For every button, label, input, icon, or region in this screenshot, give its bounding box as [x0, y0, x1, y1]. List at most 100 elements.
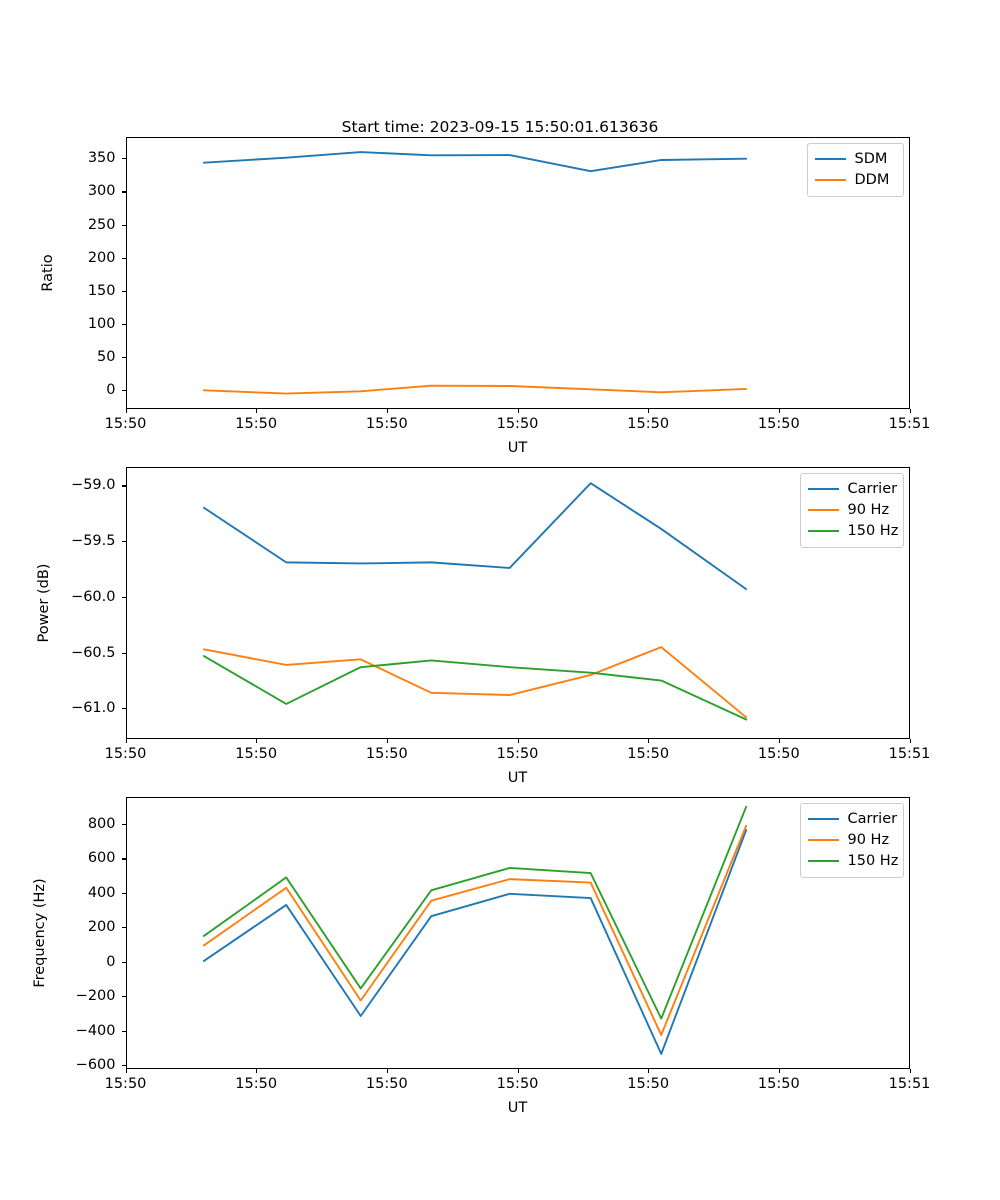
frequency-panel-ytick-mark — [121, 1065, 126, 1067]
power-panel-xtick-mark — [256, 738, 258, 743]
frequency-panel-xtick-label: 15:50 — [627, 1075, 670, 1092]
power-panel-legend[interactable]: Carrier 90 Hz 150 Hz — [799, 472, 904, 548]
ratio-panel-ytick-mark — [121, 224, 126, 226]
frequency-panel-ytick-mark — [121, 996, 126, 998]
legend-item-ddm[interactable]: DDM — [814, 170, 896, 191]
ratio-panel-frame — [125, 136, 910, 409]
power-panel-series-carrier — [202, 482, 748, 591]
ratio-panel-xtick-mark — [909, 408, 911, 413]
legend-label: DDM — [854, 172, 890, 188]
power-panel-xtick-label: 15:50 — [496, 745, 539, 762]
frequency-panel-xtick-mark — [125, 1068, 127, 1073]
power-panel-xtick-label: 15:51 — [888, 745, 931, 762]
ratio-panel-ytick-label: 100 — [87, 315, 116, 332]
frequency-panel-xtick-mark — [256, 1068, 258, 1073]
power-panel-xtick-label: 15:50 — [104, 745, 147, 762]
ratio-panel-xtick-mark — [517, 408, 519, 413]
legend-swatch-icon — [807, 860, 839, 862]
ratio-panel-ytick-mark — [121, 323, 126, 325]
power-panel-series-150-hz — [202, 655, 748, 721]
frequency-panel-legend[interactable]: Carrier 90 Hz 150 Hz — [799, 802, 904, 878]
ratio-panel-xtick-label: 15:50 — [365, 415, 408, 432]
ratio-panel-ytick-mark — [121, 191, 126, 193]
figure-title: Start time: 2023-09-15 15:50:01.613636 — [341, 118, 659, 136]
ratio-panel-ytick-mark — [121, 158, 126, 160]
frequency-panel-series-150-hz — [202, 805, 748, 1020]
ratio-panel-xtick-mark — [648, 408, 650, 413]
legend-label: 90 Hz — [847, 502, 890, 518]
frequency-panel-xtick-mark — [517, 1068, 519, 1073]
frequency-panel-ytick-mark — [121, 824, 126, 826]
legend-item-90-hz[interactable]: 90 Hz — [807, 500, 896, 521]
frequency-panel-ytick-label: 400 — [87, 884, 116, 901]
legend-label: SDM — [854, 151, 888, 167]
ratio-panel-ytick-label: 250 — [87, 216, 116, 233]
power-panel-xtick-mark — [648, 738, 650, 743]
frequency-panel-ytick-label: −400 — [75, 1022, 116, 1039]
ratio-panel-series-ddm — [202, 384, 748, 395]
legend-item-150-hz[interactable]: 150 Hz — [807, 851, 899, 872]
power-panel-ytick-mark — [121, 708, 126, 710]
ratio-panel-legend[interactable]: SDM DDM — [806, 142, 904, 197]
frequency-panel-ytick-label: 200 — [87, 919, 116, 936]
ratio-panel-xtick-mark — [125, 408, 127, 413]
legend-label: 150 Hz — [847, 853, 899, 869]
ratio-panel-ytick-mark — [121, 290, 126, 292]
power-panel-xtick-mark — [125, 738, 127, 743]
legend-item-150-hz[interactable]: 150 Hz — [807, 521, 898, 542]
frequency-panel-xtick-mark — [909, 1068, 911, 1073]
legend-item-carrier[interactable]: Carrier — [807, 479, 898, 500]
power-panel-ytick-label: −59.0 — [71, 477, 116, 494]
ratio-panel-series-sdm — [202, 151, 748, 173]
ratio-panel-ytick-label: 150 — [87, 282, 116, 299]
power-panel-xlabel: UT — [507, 769, 528, 786]
legend-label: 90 Hz — [847, 832, 890, 848]
frequency-panel-xtick-mark — [778, 1068, 780, 1073]
frequency-panel-xtick-label: 15:50 — [496, 1075, 539, 1092]
power-panel-xtick-label: 15:50 — [757, 745, 800, 762]
power-panel-ytick-label: −59.5 — [71, 533, 116, 550]
ratio-panel-ytick-mark — [121, 257, 126, 259]
frequency-panel-ytick-mark — [121, 892, 126, 894]
frequency-panel-series-carrier — [202, 829, 748, 1055]
ratio-panel-xtick-label: 15:50 — [757, 415, 800, 432]
frequency-panel-ytick-label: 0 — [106, 953, 116, 970]
frequency-panel-xtick-label: 15:50 — [365, 1075, 408, 1092]
legend-swatch-icon — [814, 179, 846, 181]
ratio-panel-ytick-label: 200 — [87, 249, 116, 266]
legend-label: Carrier — [847, 811, 898, 827]
frequency-panel-xtick-mark — [648, 1068, 650, 1073]
power-panel-ytick-mark — [121, 652, 126, 654]
frequency-panel-ytick-mark — [121, 961, 126, 963]
legend-label: Carrier — [847, 481, 898, 497]
legend-item-sdm[interactable]: SDM — [814, 149, 896, 170]
frequency-panel-ytick-label: −600 — [75, 1057, 116, 1074]
ratio-panel-ytick-label: 50 — [97, 348, 116, 365]
frequency-panel-ytick-label: 800 — [87, 816, 116, 833]
power-panel-ytick-mark — [121, 596, 126, 599]
power-panel-ytick-label: −61.0 — [71, 700, 116, 717]
power-panel-xtick-mark — [778, 738, 780, 743]
power-panel-ytick-mark — [121, 485, 126, 487]
legend-swatch-icon — [807, 488, 839, 490]
frequency-panel-xtick-label: 15:50 — [757, 1075, 800, 1092]
power-panel-xtick-mark — [909, 738, 911, 743]
legend-item-90-hz[interactable]: 90 Hz — [807, 830, 896, 851]
power-panel-xtick-label: 15:50 — [365, 745, 408, 762]
power-panel-xtick-mark — [517, 738, 519, 743]
ratio-panel-xtick-mark — [256, 408, 258, 413]
frequency-panel-xtick-label: 15:51 — [888, 1075, 931, 1092]
ratio-panel-xtick-label: 15:51 — [888, 415, 931, 432]
power-panel-ytick-label: −60.5 — [71, 644, 116, 661]
frequency-panel-xtick-mark — [386, 1068, 388, 1073]
frequency-panel-xtick-label: 15:50 — [235, 1075, 278, 1092]
frequency-panel-ytick-mark — [121, 927, 126, 929]
power-panel-ytick-mark — [121, 541, 126, 543]
ratio-panel-xtick-label: 15:50 — [104, 415, 147, 432]
legend-item-carrier[interactable]: Carrier — [807, 809, 898, 830]
frequency-panel-ytick-mark — [121, 1030, 126, 1032]
